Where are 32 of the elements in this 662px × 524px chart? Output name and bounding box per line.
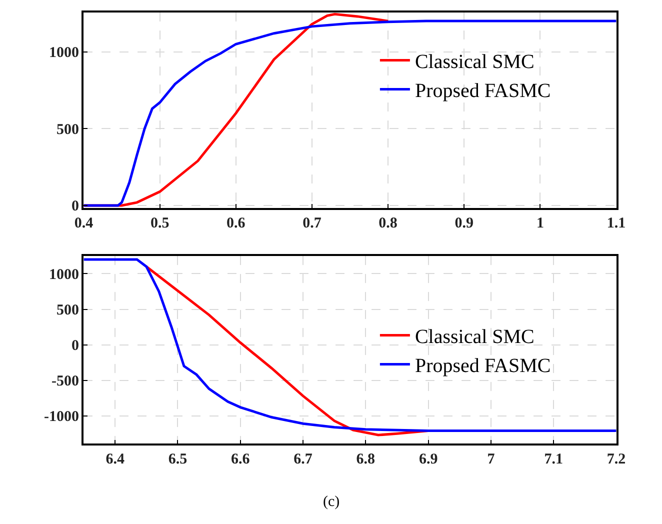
y-tick-label: 0: [71, 338, 79, 354]
y-tick-label: 500: [56, 302, 79, 319]
x-tick-label: 7.2: [606, 451, 626, 468]
x-tick-label: 6.5: [168, 451, 188, 468]
legend-label: Classical SMC: [414, 51, 534, 74]
x-tick-label: 0.5: [150, 216, 170, 232]
line-series: [84, 258, 616, 432]
x-tick-label: 0.7: [302, 216, 322, 232]
legend-label: Classical SMC: [414, 326, 534, 348]
x-tick-label: 0.6: [226, 216, 246, 232]
x-tick-label: 6.8: [356, 451, 376, 468]
y-tick-label: -500: [51, 374, 79, 390]
y-tick-label: 1000: [48, 266, 79, 283]
x-tick-label: 0.9: [454, 216, 474, 232]
x-tick-label: 0.4: [74, 216, 94, 232]
x-tick-label: 6.4: [106, 451, 125, 468]
x-tick-label: 6.7: [294, 451, 313, 468]
x-tick-label: 1: [536, 216, 544, 232]
y-tick-label: 1000: [48, 45, 79, 62]
legend-label: Propsed FASMC: [414, 355, 551, 378]
legend-label: Propsed FASMC: [414, 80, 551, 102]
y-tick-label: 500: [56, 122, 79, 138]
x-tick-label: 7: [487, 451, 496, 468]
line-series: [84, 20, 616, 207]
x-tick-label: 7.1: [544, 451, 564, 468]
x-tick-label: 6.6: [231, 451, 250, 468]
x-tick-label: 1.1: [606, 216, 626, 232]
y-tick-label: 0: [71, 198, 79, 215]
x-tick-label: 0.8: [378, 216, 398, 232]
y-tick-label: -1000: [44, 409, 79, 426]
text: (c): [323, 494, 340, 510]
x-tick-label: 6.9: [418, 451, 438, 468]
